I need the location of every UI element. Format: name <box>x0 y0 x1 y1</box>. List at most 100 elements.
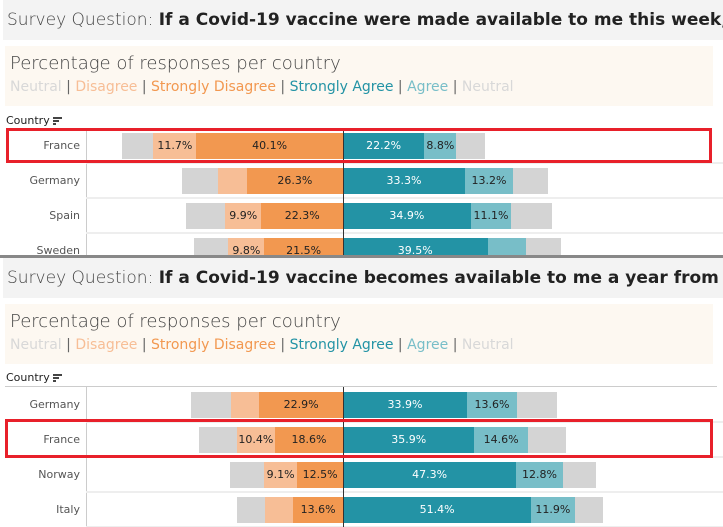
bar-segment-strongly-disagree[interactable]: 13.6% <box>293 497 343 523</box>
bar-segment-neutral-left[interactable] <box>181 168 218 194</box>
question-text: If a Covid-19 vaccine becomes available … <box>158 268 723 288</box>
bar-segment-disagree[interactable]: 9.8% <box>228 238 265 255</box>
legend-item-neutral[interactable]: Neutral <box>10 337 62 353</box>
bar-segment-agree[interactable]: 8.8% <box>424 133 457 159</box>
legend-item-strongly-disagree[interactable]: Strongly Disagree <box>151 79 276 95</box>
row-separator <box>86 162 723 164</box>
country-row-france[interactable]: France 40.1% 11.7% 22.2% 8.8% <box>0 128 723 164</box>
country-column-header[interactable]: Country <box>6 114 62 127</box>
country-header-label: Country <box>6 371 50 384</box>
legend-separator: | <box>275 79 290 95</box>
bar-segment-neutral-left[interactable] <box>185 203 226 229</box>
bar-segment-strongly-agree[interactable]: 35.9% <box>343 427 475 453</box>
legend-separator: | <box>393 337 408 353</box>
bar-segment-neutral-right[interactable] <box>511 203 553 229</box>
bar-segment-agree[interactable] <box>487 238 526 255</box>
bar-segment-neutral-left[interactable] <box>191 392 232 418</box>
bar-segment-strongly-agree[interactable]: 33.9% <box>343 392 468 418</box>
bar-segment-disagree[interactable] <box>231 392 260 418</box>
bar-segment-neutral-right[interactable] <box>456 133 486 159</box>
country-row-italy[interactable]: Italy 13.6% 51.4% 11.9% <box>0 492 723 527</box>
bar-segment-strongly-disagree[interactable]: 12.5% <box>297 462 343 488</box>
country-column-header[interactable]: Country <box>6 371 62 384</box>
bar-segment-strongly-disagree[interactable]: 22.3% <box>261 203 343 229</box>
bar-segment-neutral-left[interactable] <box>229 462 264 488</box>
legend-item-strongly-disagree[interactable]: Strongly Disagree <box>151 337 276 353</box>
bar-segment-disagree[interactable]: 11.7% <box>153 133 197 159</box>
legend-separator: | <box>393 79 408 95</box>
bar-segment-neutral-right[interactable] <box>513 168 549 194</box>
color-legend: Neutral | Disagree | Strongly Disagree |… <box>10 337 514 353</box>
bar-segment-strongly-agree[interactable]: 34.9% <box>343 203 471 229</box>
bar-segment-neutral-left[interactable] <box>121 133 154 159</box>
country-label: France <box>43 433 80 446</box>
bar-segment-neutral-right[interactable] <box>527 427 566 453</box>
country-label: Germany <box>29 174 80 187</box>
country-row-germany[interactable]: Germany 26.3% 33.3% 13.2% <box>0 163 723 199</box>
bar-segment-agree[interactable]: 11.1% <box>470 203 512 229</box>
bar-segment-agree[interactable]: 11.9% <box>531 497 575 523</box>
country-row-spain[interactable]: Spain 22.3% 9.9% 34.9% 11.1% <box>0 198 723 234</box>
bar-segment-strongly-agree[interactable]: 47.3% <box>343 462 517 488</box>
bar-segment-disagree[interactable] <box>217 168 247 194</box>
legend-item-strongly-agree[interactable]: Strongly Agree <box>289 337 394 353</box>
bar-segment-disagree[interactable]: 10.4% <box>236 427 275 453</box>
legend-separator: | <box>275 337 290 353</box>
question-label: Survey Question: <box>7 268 159 288</box>
header-rule <box>5 386 717 387</box>
bar-segment-neutral-right[interactable] <box>574 497 603 523</box>
legend-item-disagree[interactable]: Disagree <box>75 337 138 353</box>
legend-item-disagree[interactable]: Disagree <box>75 79 138 95</box>
legend-separator: | <box>448 79 462 95</box>
bar-segment-neutral-left[interactable] <box>194 238 229 255</box>
bar-segment-disagree[interactable]: 9.9% <box>225 203 262 229</box>
bar-segment-neutral-right[interactable] <box>562 462 596 488</box>
bar-segment-agree[interactable]: 13.6% <box>467 392 517 418</box>
country-label: Germany <box>29 398 80 411</box>
legend-item-agree[interactable]: Agree <box>407 337 449 353</box>
country-row-france[interactable]: France 18.6% 10.4% 35.9% 14.6% <box>0 422 723 458</box>
bar-segment-strongly-disagree[interactable]: 21.5% <box>264 238 343 255</box>
country-header-label: Country <box>6 114 50 127</box>
country-label: Norway <box>38 468 80 481</box>
bar-segment-agree[interactable]: 12.8% <box>516 462 563 488</box>
legend-separator: | <box>137 79 152 95</box>
sort-icon[interactable] <box>52 373 62 384</box>
bar-segment-neutral-left[interactable] <box>198 427 237 453</box>
bar-segment-agree[interactable]: 13.2% <box>464 168 514 194</box>
bar-segment-strongly-agree[interactable]: 39.5% <box>343 238 488 255</box>
bar-segment-strongly-disagree[interactable]: 18.6% <box>274 427 343 453</box>
chart-subtitle-box: Percentage of responses per country Neut… <box>5 304 713 364</box>
bar-segment-disagree[interactable]: 9.1% <box>263 462 298 488</box>
question-header: Survey Question: If a Covid-19 vaccine w… <box>3 0 723 40</box>
row-separator <box>86 232 723 234</box>
bar-segment-strongly-disagree[interactable]: 40.1% <box>196 133 343 159</box>
country-label: Sweden <box>36 244 80 255</box>
chart-subtitle-box: Percentage of responses per country Neut… <box>5 46 713 106</box>
legend-item-neutral[interactable]: Neutral <box>461 337 514 353</box>
question-text: If a Covid-19 vaccine were made availabl… <box>158 10 723 30</box>
bar-segment-neutral-right[interactable] <box>525 238 561 255</box>
sort-icon[interactable] <box>52 116 62 127</box>
country-label: Spain <box>49 209 80 222</box>
row-separator <box>86 421 723 423</box>
bar-segment-strongly-agree[interactable]: 33.3% <box>343 168 465 194</box>
bar-segment-neutral-left[interactable] <box>237 497 266 523</box>
legend-item-strongly-agree[interactable]: Strongly Agree <box>289 79 394 95</box>
question-label: Survey Question: <box>7 10 159 30</box>
country-row-norway[interactable]: Norway 12.5% 9.1% 47.3% 12.8% <box>0 457 723 493</box>
bar-segment-strongly-agree[interactable]: 51.4% <box>343 497 532 523</box>
country-row-sweden[interactable]: Sweden 21.5% 9.8% 39.5% <box>0 233 723 255</box>
bar-segment-neutral-right[interactable] <box>516 392 557 418</box>
bar-segment-strongly-disagree[interactable]: 26.3% <box>246 168 343 194</box>
country-label: Italy <box>56 503 80 516</box>
legend-separator: | <box>448 337 462 353</box>
bar-segment-disagree[interactable] <box>265 497 294 523</box>
bar-segment-strongly-disagree[interactable]: 22.9% <box>259 392 343 418</box>
legend-item-neutral[interactable]: Neutral <box>461 79 514 95</box>
legend-item-agree[interactable]: Agree <box>407 79 449 95</box>
bar-segment-agree[interactable]: 14.6% <box>474 427 528 453</box>
country-row-germany[interactable]: Germany 22.9% 33.9% 13.6% <box>0 387 723 423</box>
legend-item-neutral[interactable]: Neutral <box>10 79 62 95</box>
bar-segment-strongly-agree[interactable]: 22.2% <box>343 133 425 159</box>
